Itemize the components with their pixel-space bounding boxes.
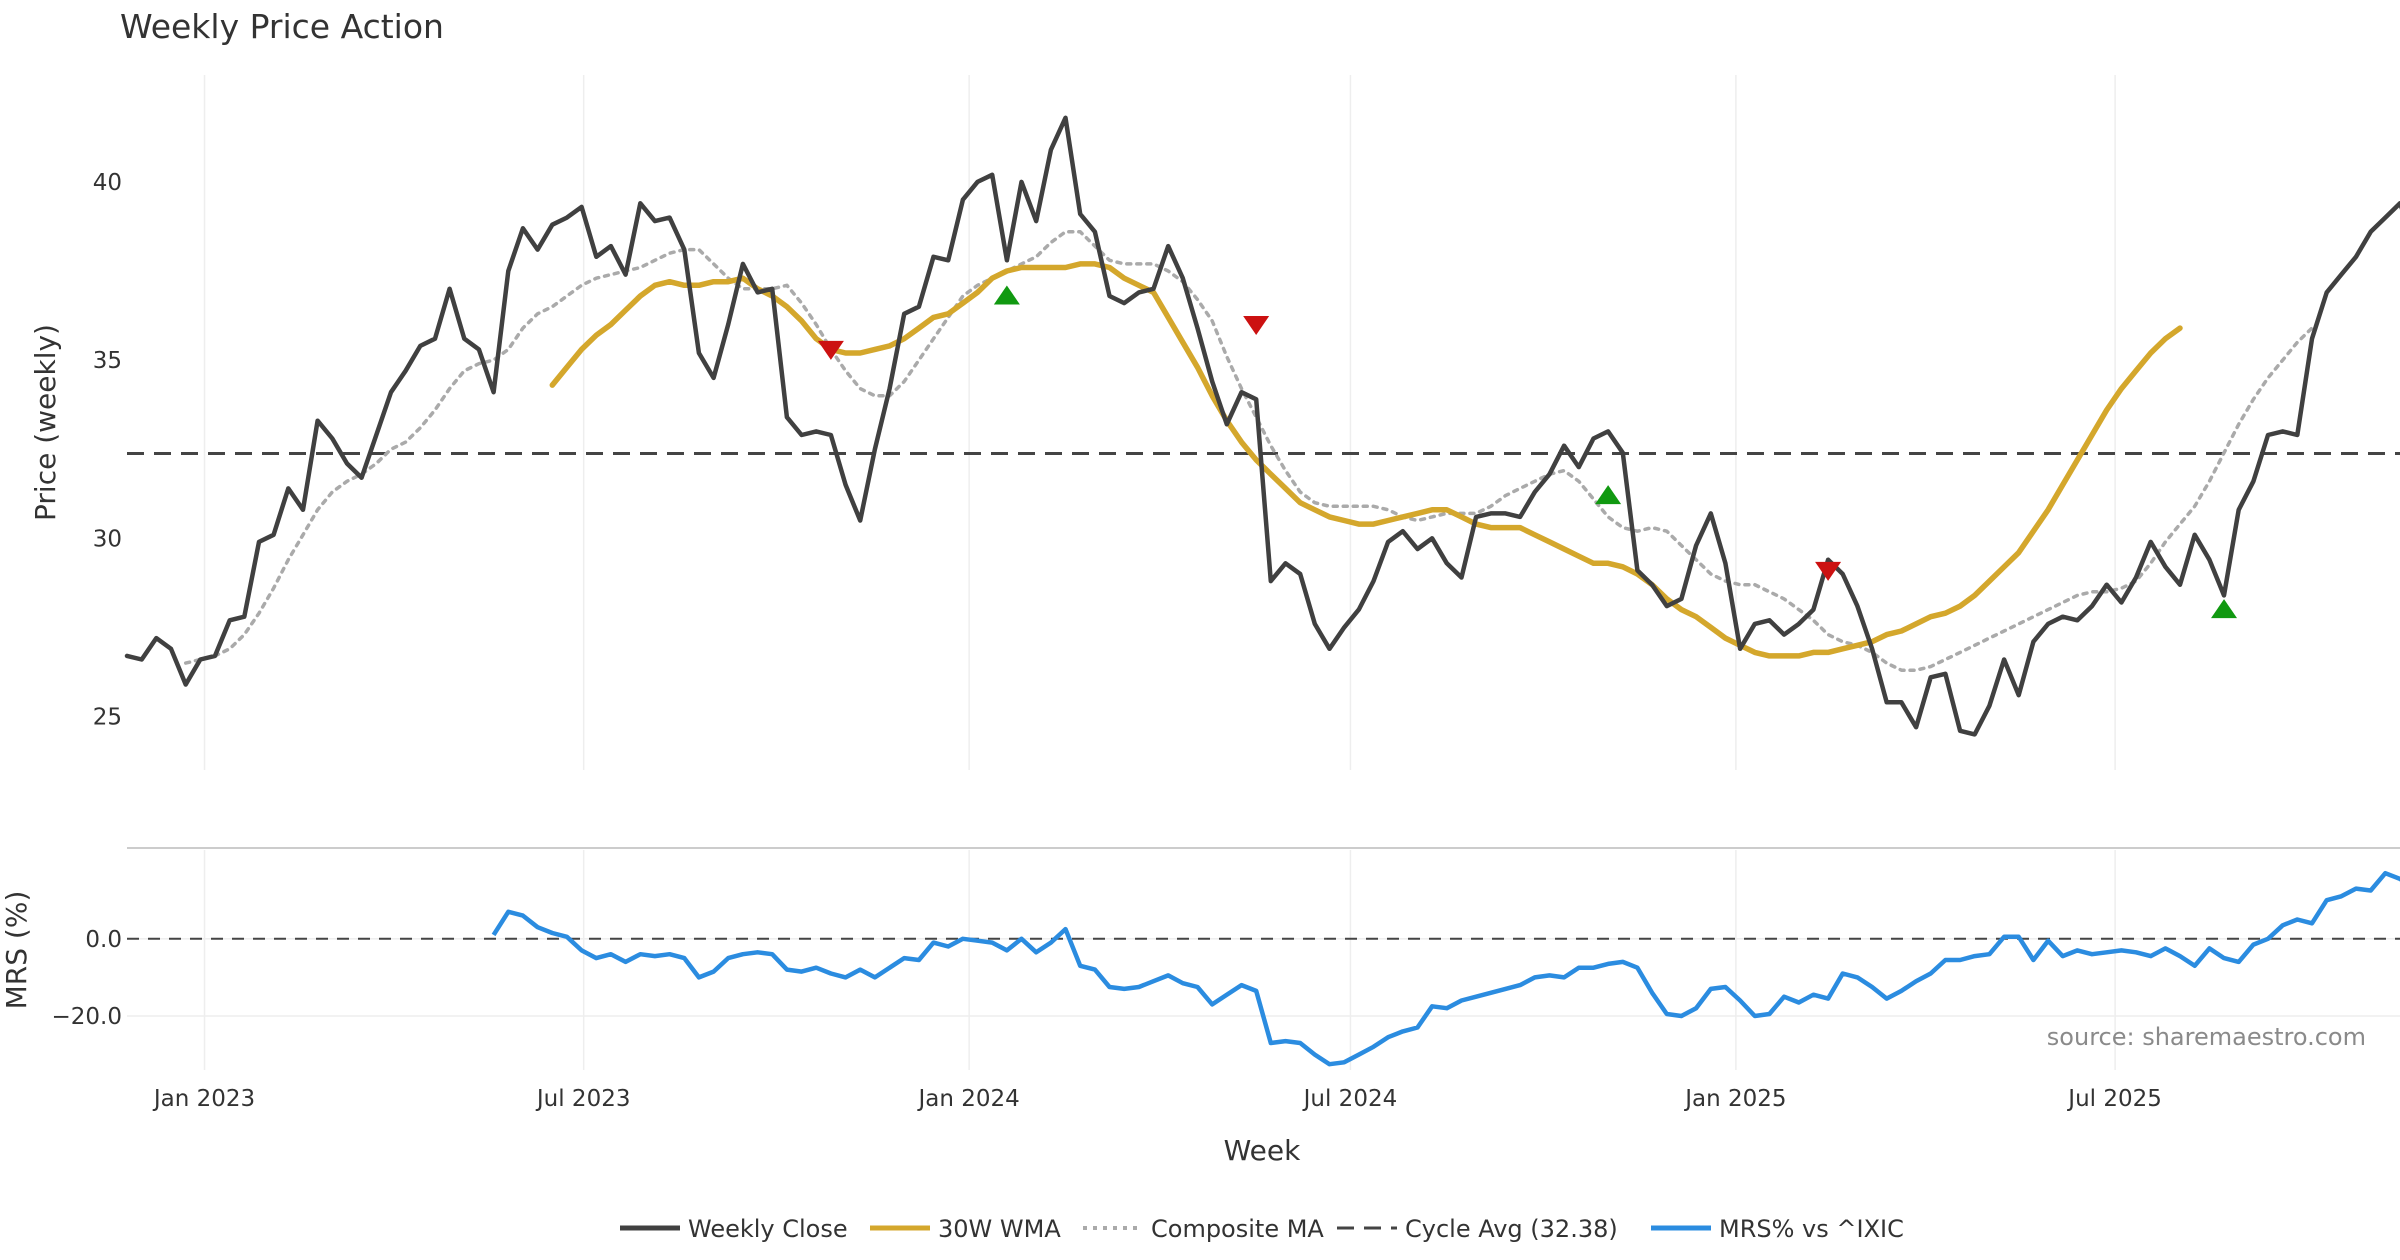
legend-label: MRS% vs ^IXIC (1719, 1215, 1904, 1243)
price-y-tick-label: 25 (93, 705, 122, 731)
price-panel: 25 30 35 40 Price (weekly) (29, 115, 2400, 737)
mrs-panel: 0.0 −20.0 MRS (%) (0, 870, 2400, 1067)
sell-signal-marker (1243, 315, 1270, 335)
mrs-y-tick-label: 0.0 (85, 927, 122, 953)
legend-item: MRS% vs ^IXIC (1651, 1215, 1904, 1243)
source-note: source: sharemaestro.com (2047, 1023, 2366, 1051)
x-tick-label: Jan 2023 (152, 1086, 255, 1112)
mrs-y-tick-label: −20.0 (52, 1004, 122, 1030)
sell-signal-marker (817, 340, 844, 360)
legend: Weekly Close 30W WMA Composite MA Cycle Avg… (620, 1215, 1904, 1243)
legend-label: 30W WMA (938, 1215, 1061, 1243)
price-y-tick-label: 30 (93, 526, 122, 552)
legend-item: Cycle Avg (32.38) (1337, 1215, 1618, 1243)
x-tick-label: Jul 2024 (1302, 1086, 1398, 1112)
legend-label: Cycle Avg (32.38) (1405, 1215, 1618, 1243)
legend-item: Weekly Close (620, 1215, 848, 1243)
chart-title: Weekly Price Action (120, 7, 444, 46)
legend-label: Composite MA (1151, 1215, 1324, 1243)
series-mrs-vs-ixic (491, 870, 2400, 1067)
x-tick-label: Jul 2025 (2066, 1086, 2162, 1112)
legend-item: Composite MA (1083, 1215, 1324, 1243)
price-y-tick-label: 35 (93, 348, 122, 374)
x-axis-label: Week (1224, 1134, 1301, 1167)
x-tick-label: Jan 2025 (1683, 1086, 1786, 1112)
x-tick-label: Jan 2024 (917, 1086, 1020, 1112)
price-y-axis-label: Price (weekly) (29, 324, 62, 521)
price-y-tick-label: 40 (93, 170, 122, 196)
series-composite-ma (183, 230, 2314, 672)
series-weekly-close (124, 115, 2400, 737)
legend-item: 30W WMA (870, 1215, 1061, 1243)
legend-label: Weekly Close (688, 1215, 848, 1243)
mrs-y-axis-label: MRS (%) (0, 891, 33, 1010)
x-tick-label: Jul 2023 (535, 1086, 631, 1112)
buy-signal-marker (993, 285, 1020, 305)
sell-signal-marker (1815, 561, 1842, 581)
buy-signal-marker (2211, 599, 2238, 619)
buy-signal-marker (1595, 485, 1622, 505)
